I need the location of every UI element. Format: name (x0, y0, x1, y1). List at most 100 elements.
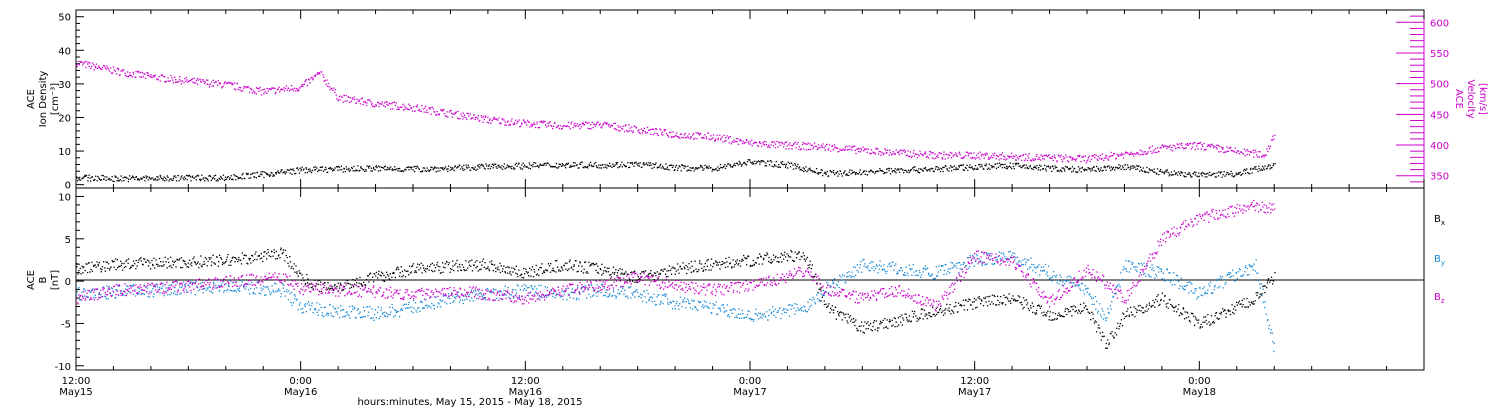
bx-point (1075, 310, 1077, 312)
bx-point (1082, 310, 1084, 312)
velocity-point (572, 126, 574, 129)
velocity-point (150, 74, 152, 76)
density-tick-label: 0 (65, 181, 71, 192)
density-point (1009, 162, 1011, 164)
density-point (1269, 168, 1271, 170)
density-point (90, 180, 92, 182)
velocity-point (601, 127, 603, 129)
density-point (681, 164, 683, 166)
velocity-point (500, 122, 502, 124)
bx-point (131, 264, 133, 267)
bx-point (313, 279, 316, 281)
velocity-point (433, 111, 435, 113)
velocity-point (447, 116, 449, 118)
bx-point (700, 263, 702, 265)
bx-point (267, 249, 269, 251)
by-point (252, 291, 255, 294)
bx-point (941, 311, 943, 313)
bx-point (386, 274, 389, 276)
bx-point (719, 261, 721, 263)
velocity-point (899, 149, 902, 151)
bx-point (503, 265, 505, 267)
density-point (1059, 169, 1061, 171)
velocity-point (428, 107, 430, 109)
bx-point (140, 260, 142, 262)
density-point (1083, 170, 1086, 172)
velocity-point (867, 148, 869, 150)
density-point (177, 174, 179, 177)
density-point (555, 167, 558, 169)
density-point (858, 171, 861, 173)
velocity-point (1012, 157, 1014, 159)
density-point (183, 179, 185, 181)
bx-point (104, 267, 106, 269)
bx-point (729, 263, 731, 265)
velocity-point (316, 73, 318, 75)
bx-point (995, 304, 997, 306)
by-point (466, 298, 468, 300)
velocity-point (930, 151, 932, 153)
velocity-point (812, 146, 815, 148)
velocity-point (716, 134, 718, 137)
velocity-point (1063, 158, 1065, 160)
bx-point (837, 310, 839, 313)
bx-point (1261, 293, 1263, 295)
density-point (850, 173, 852, 175)
density-point (1004, 163, 1006, 165)
velocity-point (879, 151, 882, 153)
bx-point (456, 259, 458, 262)
by-point (269, 293, 271, 296)
density-point (778, 163, 780, 166)
velocity-point (1117, 155, 1120, 157)
velocity-point (1115, 158, 1117, 160)
bx-point (867, 321, 869, 323)
density-point (108, 177, 110, 180)
density-point (309, 168, 311, 170)
density-point (1099, 169, 1102, 171)
bx-point (869, 323, 872, 325)
density-point (213, 175, 215, 177)
by-point (166, 290, 168, 292)
velocity-point (1261, 156, 1263, 158)
velocity-point (833, 144, 836, 146)
density-point (1202, 171, 1204, 174)
density-point (95, 175, 97, 177)
density-point (422, 167, 424, 169)
velocity-point (116, 73, 118, 75)
velocity-point (1101, 158, 1103, 160)
by-point (395, 311, 397, 313)
magnetic-field-panel-frame (75, 187, 1425, 371)
bx-point (989, 295, 991, 297)
density-point (237, 178, 239, 180)
density-point (988, 163, 990, 165)
bx-point (431, 262, 433, 264)
velocity-point (184, 78, 186, 80)
density-point (965, 167, 967, 169)
density-point (466, 167, 468, 169)
density-point (327, 167, 330, 170)
by-point (316, 311, 318, 313)
by-point (283, 284, 285, 286)
velocity-point (906, 154, 908, 156)
velocity-point (462, 118, 464, 120)
velocity-point (841, 149, 843, 151)
bx-point (798, 252, 800, 254)
bx-point (991, 301, 993, 303)
bx-point (1249, 304, 1251, 306)
velocity-point (664, 129, 667, 131)
bx-point (423, 269, 426, 271)
bx-point (147, 265, 150, 267)
by-point (278, 288, 280, 290)
velocity-point (1221, 147, 1223, 149)
density-point (533, 162, 535, 164)
bx-point (595, 269, 597, 272)
velocity-point (958, 151, 961, 153)
density-point (1115, 166, 1117, 168)
velocity-point (1101, 153, 1103, 155)
bx-point (420, 262, 422, 264)
bx-point (532, 276, 535, 278)
density-point (348, 167, 350, 170)
density-point (374, 169, 376, 171)
velocity-point (1044, 154, 1046, 157)
bx-point (368, 281, 370, 283)
